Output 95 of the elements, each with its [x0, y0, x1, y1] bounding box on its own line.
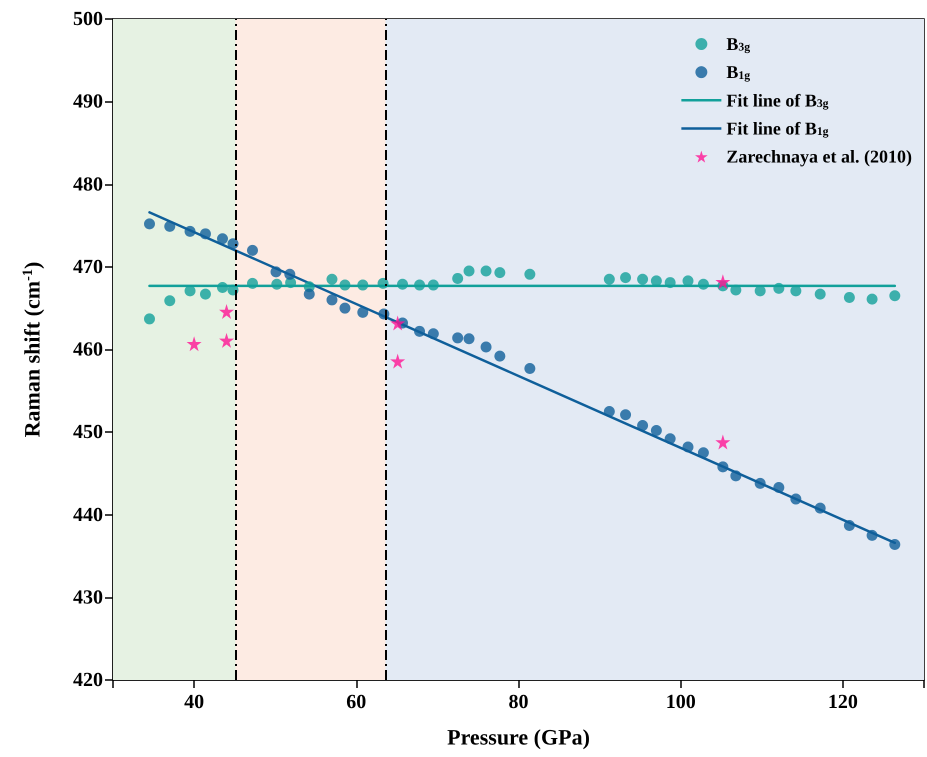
point [664, 433, 676, 444]
y-tick-label: 490 [73, 90, 103, 113]
x-tick-label: 80 [508, 691, 528, 713]
point [184, 226, 196, 237]
point [814, 288, 826, 300]
point [270, 266, 282, 278]
point [326, 274, 338, 285]
point [144, 218, 155, 230]
y-tick-label: 430 [73, 586, 103, 608]
point [216, 233, 228, 244]
x-tick-label: 60 [346, 691, 366, 713]
point [494, 267, 506, 278]
point [452, 272, 464, 284]
x-tick-label: 120 [828, 691, 858, 713]
point [428, 328, 439, 340]
legend-label: B3g [726, 34, 750, 54]
x-axis-title: Pressure (GPa) [447, 724, 590, 750]
point [339, 280, 350, 291]
point [715, 434, 730, 450]
point [397, 278, 408, 290]
point [730, 470, 742, 482]
point [200, 288, 211, 300]
point [730, 284, 742, 296]
point [650, 275, 662, 286]
point [773, 482, 784, 493]
y-tick-label: 500 [73, 8, 103, 30]
point [698, 447, 709, 458]
point [247, 244, 258, 256]
point [889, 290, 900, 302]
point [524, 268, 536, 280]
point [844, 292, 855, 303]
legend-label: Zarechnaya et al. (2010) [726, 146, 912, 167]
point [844, 520, 855, 531]
point [304, 288, 315, 300]
point [271, 278, 282, 290]
point [390, 316, 406, 331]
point [773, 282, 784, 294]
point [494, 350, 506, 362]
point [219, 304, 234, 319]
point [339, 302, 350, 314]
point [480, 266, 492, 277]
point [219, 332, 234, 348]
y-tick-label: 470 [73, 256, 103, 278]
point [604, 406, 615, 417]
point [228, 238, 239, 250]
point [717, 461, 728, 472]
point [357, 306, 368, 318]
point [464, 333, 475, 344]
y-axis-title: Raman shift (cm-1) [20, 262, 44, 438]
point [378, 278, 389, 289]
point [452, 332, 464, 344]
point [620, 272, 632, 284]
point [357, 280, 368, 291]
legend-label: Fit line of B3g [726, 90, 829, 110]
y-tick-label: 420 [73, 669, 103, 691]
x-tick-label: 40 [184, 691, 204, 713]
point [164, 220, 176, 232]
point [715, 274, 730, 290]
point [790, 494, 802, 505]
x-tick-label: 100 [666, 691, 696, 713]
point [464, 266, 475, 277]
y-tick-label: 440 [73, 504, 103, 526]
point [754, 478, 766, 489]
point [186, 336, 202, 352]
point [637, 420, 648, 432]
point [866, 530, 878, 541]
point [866, 294, 878, 305]
point [682, 442, 694, 452]
point [650, 424, 662, 436]
point [428, 280, 439, 291]
point [414, 280, 426, 291]
point [637, 274, 648, 285]
point [604, 274, 615, 285]
y-tick-label: 450 [73, 421, 103, 444]
legend-label: Fit line of B1g [726, 118, 829, 138]
point [664, 277, 676, 288]
point [200, 228, 211, 240]
point [620, 409, 632, 420]
point [247, 278, 258, 289]
point [814, 502, 826, 514]
point [414, 326, 426, 337]
point [698, 278, 709, 290]
legend-label: B1g [726, 62, 750, 82]
point [326, 294, 338, 306]
point [216, 282, 228, 294]
point [284, 268, 296, 280]
point [889, 539, 900, 550]
point [480, 342, 492, 353]
point [390, 354, 406, 369]
point [144, 313, 155, 324]
point [164, 295, 176, 306]
y-tick-label: 460 [73, 338, 103, 360]
point [524, 363, 536, 374]
y-tick-label: 480 [73, 173, 103, 196]
point [682, 275, 694, 286]
